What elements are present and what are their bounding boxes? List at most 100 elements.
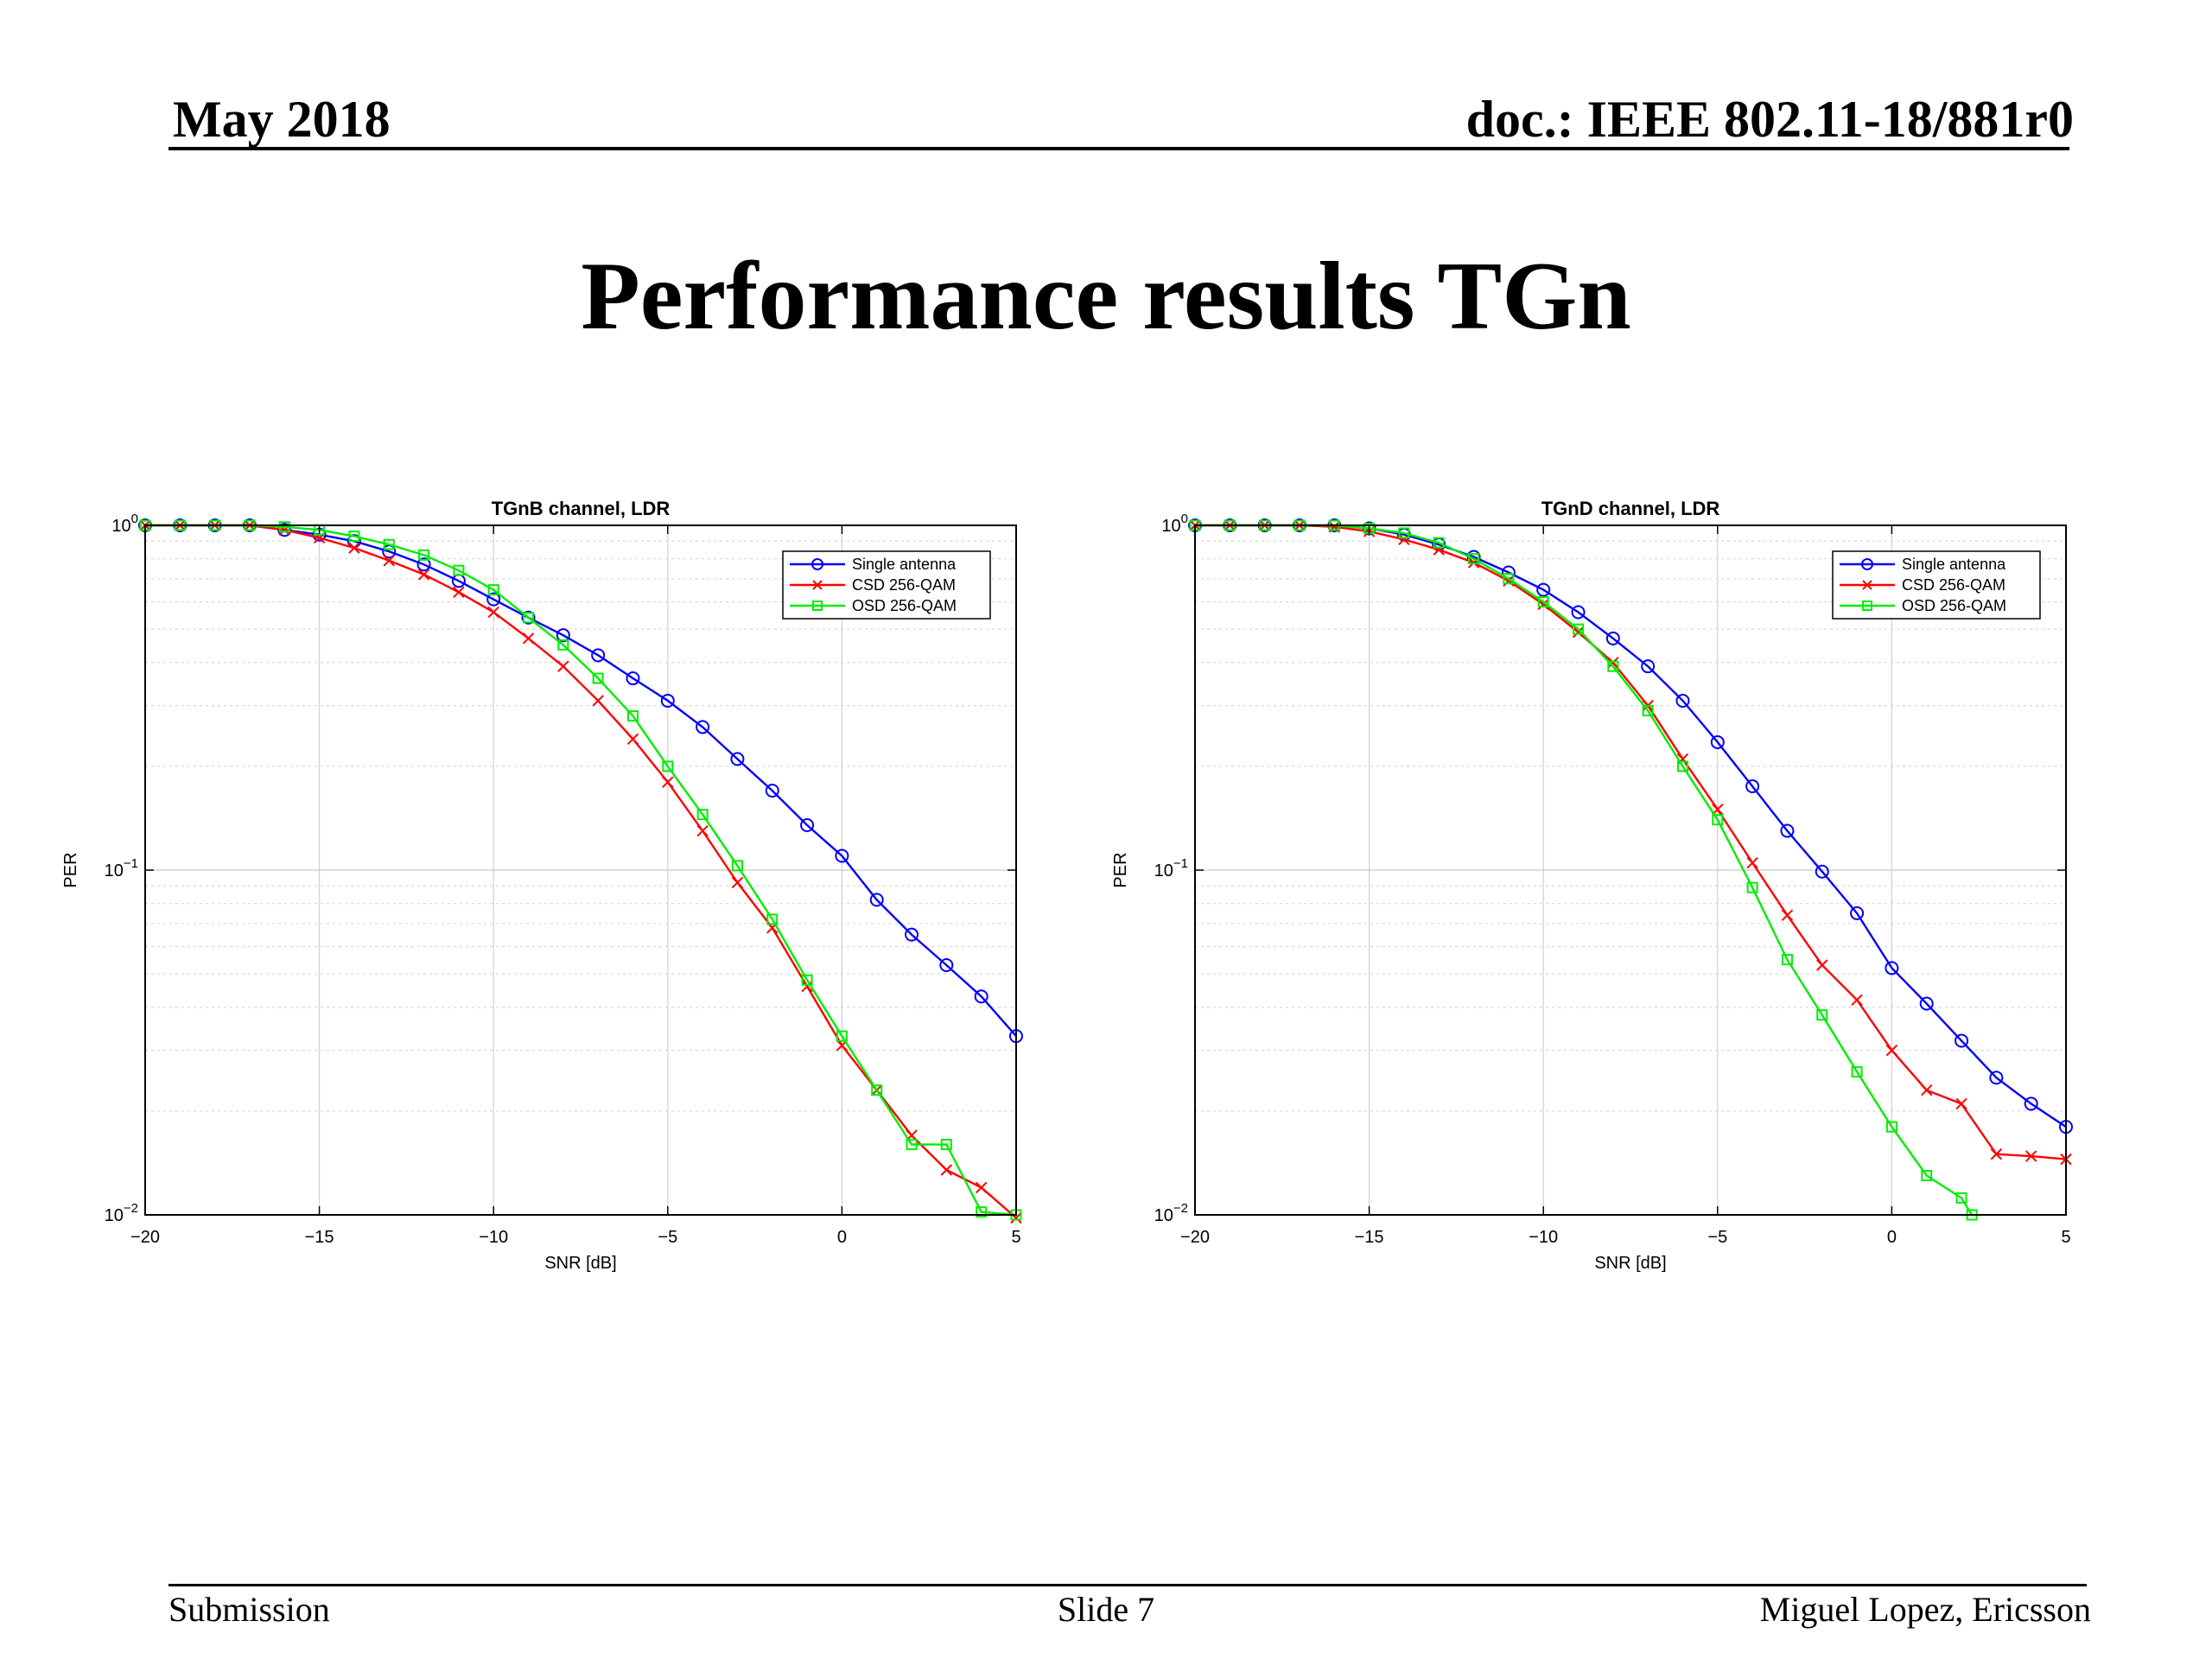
data-point-circle <box>730 752 745 766</box>
data-point-square <box>1642 705 1654 717</box>
data-point-square <box>1851 1065 1863 1077</box>
legend: Single antenna CSD 256-QAM OSD 256-QAM <box>1832 550 2041 620</box>
data-point-circle <box>1989 1071 2004 1085</box>
legend-label: OSD 256-QAM <box>1902 597 2006 614</box>
x-tick-label: −15 <box>305 1228 334 1247</box>
data-point-circle <box>1710 734 1725 749</box>
legend-entry: Single antenna <box>790 556 957 573</box>
data-point-square <box>1537 596 1549 608</box>
y-axis-label: PER <box>1111 852 1130 887</box>
data-point-cross <box>1572 626 1585 639</box>
y-tick-label: 100 <box>111 512 138 536</box>
y-tick-label: 10−2 <box>105 1201 138 1225</box>
data-point-circle <box>1745 779 1760 794</box>
x-tick-label: −5 <box>1707 1228 1727 1247</box>
legend-marker-square <box>1862 601 1872 611</box>
data-point-circle <box>1536 582 1551 597</box>
legend: Single antenna CSD 256-QAM OSD 256-QAM <box>782 550 991 620</box>
y-tick-label: 10−2 <box>1154 1201 1188 1225</box>
legend-entry: CSD 256-QAM <box>790 576 956 594</box>
data-point-cross <box>662 776 674 788</box>
data-point-square <box>976 1206 988 1218</box>
data-point-cross <box>1537 598 1549 611</box>
data-point-square <box>1573 623 1585 635</box>
header-doc-id: doc.: IEEE 802.11-18/881r0 <box>1465 91 2074 148</box>
data-point-cross <box>557 660 569 672</box>
footer-author: Miguel Lopez, Ericsson <box>1759 1590 2091 1629</box>
data-point-cross <box>975 1181 988 1194</box>
data-point-circle <box>1815 864 1829 879</box>
data-point-cross <box>417 569 430 581</box>
data-point-square <box>487 584 499 596</box>
data-point-square <box>906 1139 918 1151</box>
data-point-circle <box>1885 961 1899 976</box>
x-tick-label: −10 <box>479 1228 508 1247</box>
series-1 <box>1189 519 2072 1166</box>
data-point-circle <box>905 927 919 942</box>
data-point-circle <box>1675 693 1690 708</box>
x-tick-label: 0 <box>837 1228 847 1247</box>
legend-marker-square <box>812 601 823 611</box>
data-point-square <box>766 913 779 925</box>
data-point-square <box>383 538 395 550</box>
x-tick-label: −15 <box>1355 1228 1384 1247</box>
data-point-square <box>1781 954 1793 966</box>
data-point-cross <box>1955 1097 1967 1110</box>
data-point-square <box>731 860 743 872</box>
data-point-cross <box>453 586 465 599</box>
legend-marker-cross <box>1862 580 1872 590</box>
legend-marker-cross <box>812 580 823 590</box>
data-point-circle <box>556 628 570 643</box>
data-point-cross <box>1607 657 1619 669</box>
data-point-square <box>1503 573 1515 585</box>
data-point-circle <box>974 989 988 1004</box>
data-point-cross <box>1990 1148 2003 1160</box>
data-point-cross <box>1816 959 1828 971</box>
data-point-cross <box>626 733 639 746</box>
y-tick-label: 10−1 <box>105 856 138 880</box>
data-point-circle <box>1605 631 1620 645</box>
data-point-circle <box>1641 659 1656 674</box>
footer-rule <box>168 1584 2087 1586</box>
x-tick-label: −20 <box>130 1228 160 1247</box>
data-point-square <box>1607 660 1619 672</box>
data-point-circle <box>660 693 675 708</box>
data-point-square <box>1468 553 1480 565</box>
chart-tgnb: −20 −15 −10 −5 0 5 10−2 10−1 100 TGnB channel, LD… <box>61 498 1023 1273</box>
data-point-circle <box>1955 1033 1969 1048</box>
legend-label: CSD 256-QAM <box>852 576 956 594</box>
data-point-circle <box>2024 1096 2038 1111</box>
data-point-cross <box>1851 994 1863 1007</box>
legend-marker-circle <box>1861 558 1873 570</box>
data-point-cross <box>383 555 395 567</box>
data-point-cross <box>1746 856 1758 869</box>
data-point-circle <box>521 610 536 625</box>
chart-title: TGnD channel, LDR <box>1541 498 1720 519</box>
data-point-circle <box>765 784 779 798</box>
data-point-cross <box>592 695 604 707</box>
data-point-circle <box>591 648 606 663</box>
data-point-circle <box>939 958 954 973</box>
data-point-square <box>1816 1009 1828 1021</box>
series-line <box>1195 524 2067 1160</box>
header-rule <box>168 147 2069 150</box>
data-point-square <box>523 612 535 624</box>
data-point-cross <box>348 542 360 554</box>
data-point-square <box>453 564 465 576</box>
legend-label: Single antenna <box>852 556 957 573</box>
x-tick-label: 0 <box>1887 1228 1897 1247</box>
data-point-square <box>592 672 604 684</box>
legend-label: CSD 256-QAM <box>1902 576 2005 594</box>
data-point-circle <box>1919 996 1934 1011</box>
data-point-circle <box>486 592 501 607</box>
y-axis-label: PER <box>61 852 80 887</box>
data-point-circle <box>1850 906 1865 920</box>
data-point-circle <box>800 817 815 832</box>
data-point-cross <box>1398 533 1410 546</box>
legend-entry: OSD 256-QAM <box>790 597 957 614</box>
data-point-square <box>348 531 360 543</box>
data-point-square <box>801 974 813 986</box>
data-point-square <box>418 549 430 561</box>
data-point-square <box>626 710 639 722</box>
x-tick-label: 5 <box>2061 1228 2070 1247</box>
